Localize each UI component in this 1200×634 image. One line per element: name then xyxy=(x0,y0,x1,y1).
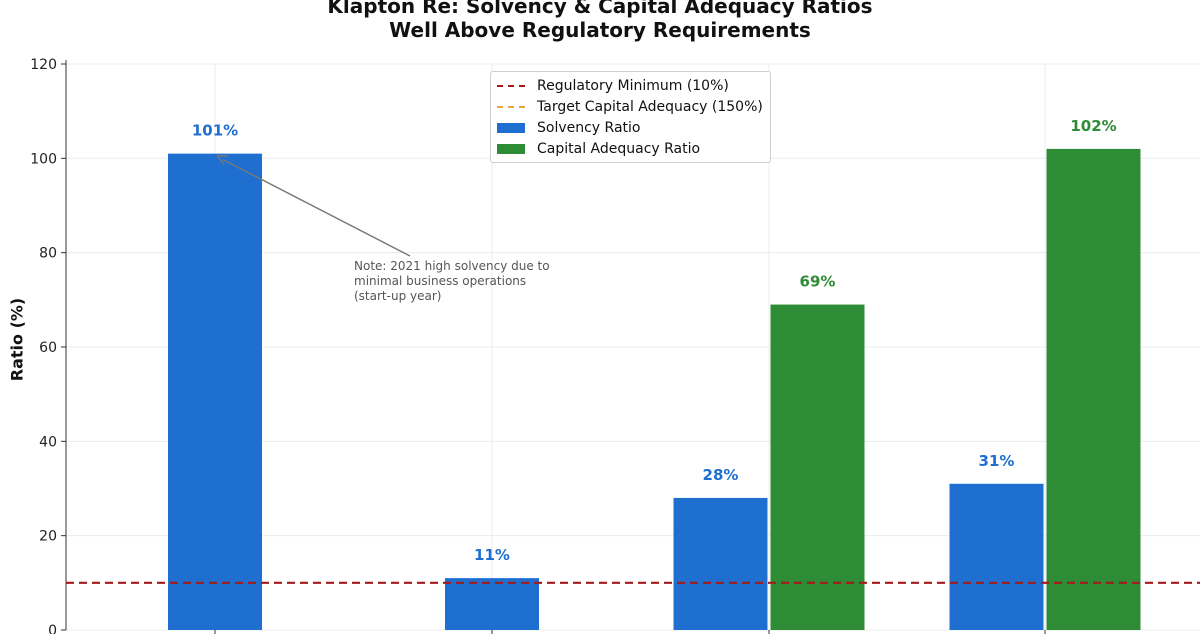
legend-label: Capital Adequacy Ratio xyxy=(537,141,701,157)
legend-item-regulatory-minimum: Regulatory Minimum (10%) xyxy=(497,76,729,96)
capital-adequacy-ratio-bar xyxy=(770,304,865,630)
solvency-ratio-label: 31% xyxy=(979,452,1015,470)
solvency-ratio-bar xyxy=(673,497,768,630)
legend-label: Solvency Ratio xyxy=(537,120,641,136)
solvency-ratio-label: 11% xyxy=(474,546,510,564)
annotation-arrowhead xyxy=(216,154,228,165)
solvency-ratio-bar xyxy=(949,483,1044,630)
solvency-ratio-label: 101% xyxy=(192,122,238,140)
chart-subtitle: Well Above Regulatory Requirements xyxy=(389,18,811,42)
legend-item-solvency-ratio: Solvency Ratio xyxy=(497,118,641,138)
legend-item-capital-adequacy-ratio: Capital Adequacy Ratio xyxy=(497,139,700,159)
annotation-line xyxy=(222,158,411,257)
solvency-ratio-bar xyxy=(168,153,262,630)
legend-line-icon xyxy=(497,106,525,108)
y-tick-label: 120 xyxy=(30,57,57,73)
solvency-ratio-bar xyxy=(445,578,539,630)
annotation-arrow xyxy=(216,154,411,257)
capital-adequacy-ratio-label: 69% xyxy=(800,273,836,291)
y-tick-label: 100 xyxy=(30,151,57,167)
bars xyxy=(168,148,1141,630)
y-tick-label: 60 xyxy=(39,340,57,356)
capital-adequacy-ratio-label: 102% xyxy=(1070,117,1116,135)
chart-title: Klapton Re: Solvency & Capital Adequacy … xyxy=(327,0,873,18)
y-tick-label: 80 xyxy=(39,246,57,262)
axes: 0 20 40 60 80 100 120 xyxy=(30,57,1046,634)
legend: Regulatory Minimum (10%) Target Capital … xyxy=(490,71,771,163)
annotation-note: Note: 2021 high solvency due to minimal … xyxy=(354,259,550,303)
solvency-ratio-label: 28% xyxy=(703,466,739,484)
legend-swatch-icon xyxy=(497,123,525,133)
data-labels: 101% 11% 28% 31% 69% 102% xyxy=(192,117,1117,564)
capital-adequacy-ratio-bar xyxy=(1046,148,1141,630)
y-tick-label: 0 xyxy=(48,623,57,634)
y-tick-label: 20 xyxy=(39,529,57,545)
y-tick-label: 40 xyxy=(39,434,57,450)
legend-label: Target Capital Adequacy (150%) xyxy=(537,99,763,115)
legend-line-icon xyxy=(497,85,525,87)
legend-label: Regulatory Minimum (10%) xyxy=(537,78,729,94)
legend-item-target-capital-adequacy: Target Capital Adequacy (150%) xyxy=(497,97,763,117)
y-axis-label: Ratio (%) xyxy=(7,297,27,382)
legend-swatch-icon xyxy=(497,144,525,154)
